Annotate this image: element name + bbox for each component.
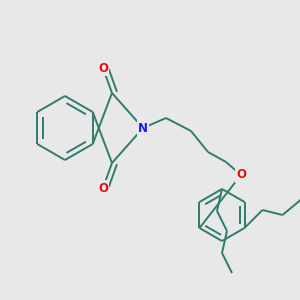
Text: O: O: [98, 182, 108, 194]
Text: O: O: [98, 61, 108, 74]
Text: O: O: [236, 169, 246, 182]
Text: N: N: [138, 122, 148, 134]
